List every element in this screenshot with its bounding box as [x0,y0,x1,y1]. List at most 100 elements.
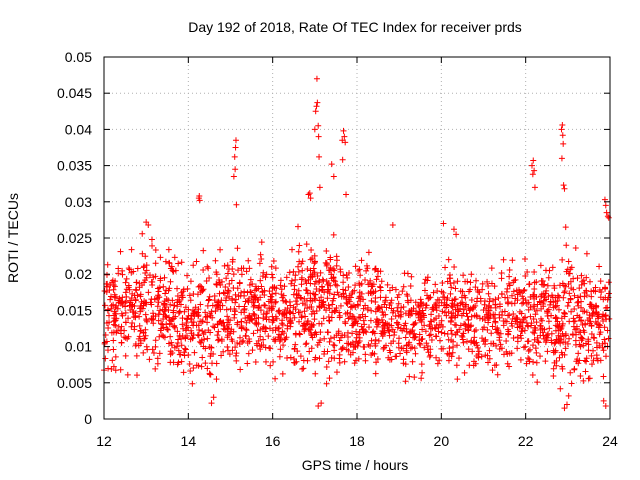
data-point [368,307,375,314]
data-point [216,290,223,297]
data-point [424,274,431,281]
data-point [241,288,248,295]
data-point [369,350,376,357]
data-point [497,341,504,348]
data-point [287,309,294,316]
data-point [595,315,602,322]
data-point [392,353,399,360]
data-point [454,278,461,285]
data-point [372,370,379,377]
data-point [272,313,279,320]
data-point [528,320,535,327]
data-point [137,328,144,335]
data-point [452,306,459,313]
data-point [406,373,413,380]
data-point [359,326,366,333]
data-point [222,284,229,291]
y-axis-label: ROTI / TECUs [5,193,21,283]
data-point [324,281,331,288]
data-point [213,281,220,288]
data-point [526,346,533,353]
data-point [435,312,442,319]
data-point [345,284,352,291]
data-point [258,255,265,262]
data-point [124,371,131,378]
data-point [301,308,308,315]
data-point [352,344,359,351]
data-point [479,286,486,293]
data-point [150,350,157,357]
data-point [580,377,587,384]
data-point [461,320,468,327]
data-point [308,304,315,311]
data-point [241,305,248,312]
data-point [504,285,511,292]
data-point [496,311,503,318]
data-point [602,353,609,360]
data-point [499,308,506,315]
data-point [598,289,605,296]
data-point [152,337,159,344]
data-point [355,267,362,274]
data-point [331,308,338,315]
data-point [333,253,340,260]
data-point [141,298,148,305]
data-point [594,312,601,319]
data-point [583,292,590,299]
y-tick-label: 0.05 [65,49,92,65]
data-point [583,287,590,294]
data-point [255,285,262,292]
data-point [105,325,112,332]
data-point [299,300,306,307]
data-point [544,282,551,289]
data-point [296,330,303,337]
data-point [214,332,221,339]
data-point [454,342,461,349]
y-tick-label: 0.01 [65,339,92,355]
data-point [344,274,351,281]
data-point [133,279,140,286]
data-point [171,254,178,261]
data-point [323,260,330,267]
data-point [508,320,515,327]
data-point [259,288,266,295]
data-point [295,248,302,255]
data-point [191,349,198,356]
data-point [488,265,495,272]
data-point [509,257,516,264]
data-point [362,277,369,284]
data-point [360,326,367,333]
data-point [482,336,489,343]
data-point [279,321,286,328]
data-point [160,283,167,290]
data-point [179,321,186,328]
data-point [109,277,116,284]
data-point [206,293,213,300]
data-point [324,329,331,336]
data-point [358,257,365,264]
data-point [394,304,401,311]
data-point [552,347,559,354]
data-point [212,257,219,264]
data-point [565,270,572,277]
data-point [557,326,564,333]
data-point [567,369,574,376]
data-point [188,319,195,326]
data-point [237,292,244,299]
data-point [600,317,607,324]
data-point [258,283,265,290]
data-point [128,246,135,253]
data-point [197,318,204,325]
data-point [600,397,607,404]
data-point [531,295,538,302]
data-point [467,279,474,286]
data-point [492,318,499,325]
data-point [556,354,563,361]
data-point [297,353,304,360]
data-point [337,268,344,275]
data-point [482,352,489,359]
data-point [487,304,494,311]
data-point [141,335,148,342]
data-point [496,334,503,341]
